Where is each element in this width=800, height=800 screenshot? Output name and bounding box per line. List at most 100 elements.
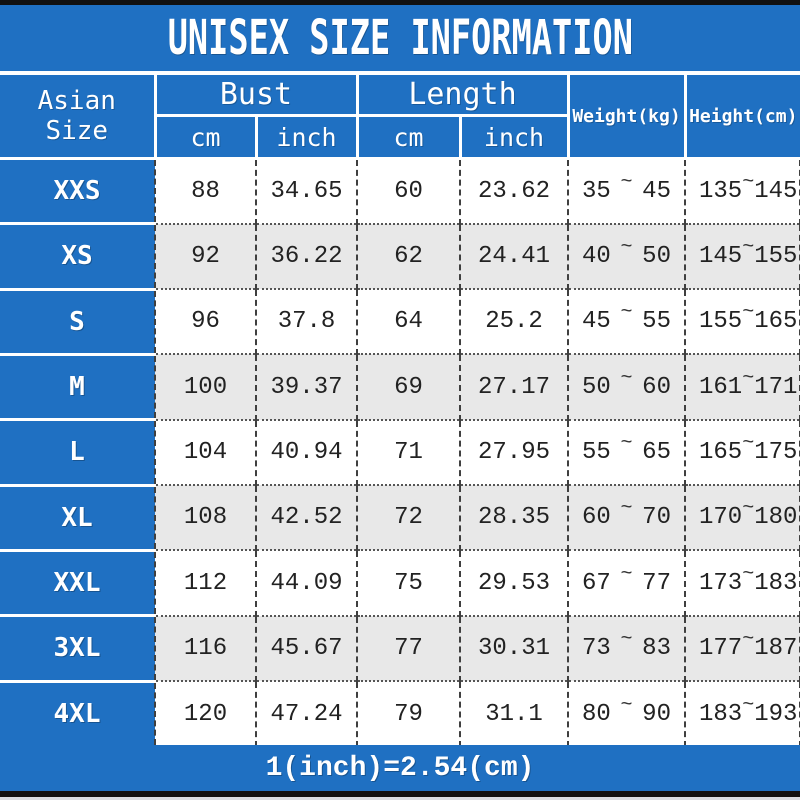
weight-max: 55 — [642, 308, 671, 336]
height-max: 193 — [754, 700, 798, 728]
height-min: 145 — [699, 242, 743, 270]
table-row-xxs: XXS 88 34.65 60 23.62 35 ~45 135 ~145 — [0, 156, 800, 226]
bust-cm-cell: 108 — [154, 484, 256, 551]
height-max: 155 — [754, 242, 798, 270]
tilde-separator: ~ — [742, 497, 755, 521]
height-min: 135 — [699, 177, 743, 205]
bust-inch-cell: 37.8 — [255, 288, 357, 355]
height-range-cell: 155 ~165 — [684, 288, 800, 355]
height-range-cell: 170 ~180 — [684, 484, 800, 551]
weight-min: 67 — [582, 569, 611, 597]
length-cm-cell: 69 — [356, 353, 460, 420]
length-cm-cell: 77 — [356, 614, 460, 682]
tilde-separator: ~ — [742, 366, 755, 390]
table-row-4xl: 4XL 120 47.24 79 31.1 80 ~90 183 ~193 — [0, 679, 800, 749]
weight-min: 80 — [582, 700, 611, 728]
size-cell: 3XL — [0, 614, 155, 683]
table-row-3xl: 3XL 116 45.67 77 30.31 73 ~83 177 ~187 — [0, 614, 800, 683]
title-band: UNISEX SIZE INFORMATION — [0, 5, 800, 71]
height-range-cell: 135 ~145 — [684, 157, 800, 224]
weight-min: 55 — [582, 438, 611, 466]
bust-cm-cell: 120 — [154, 680, 256, 747]
bottom-edge-strip — [0, 797, 800, 800]
table-row-m: M 100 39.37 69 27.17 50 ~60 161 ~171 — [0, 352, 800, 422]
height-min: 183 — [699, 700, 743, 728]
length-inch-cell: 27.17 — [459, 353, 568, 420]
height-range-cell: 183 ~193 — [684, 680, 800, 747]
tilde-separator: ~ — [620, 497, 633, 521]
weight-range-cell: 73 ~83 — [567, 614, 685, 682]
length-inch-cell: 25.2 — [459, 288, 568, 355]
height-max: 180 — [754, 504, 798, 532]
height-min: 155 — [699, 308, 743, 336]
bust-cm-cell: 112 — [154, 549, 256, 616]
tilde-separator: ~ — [620, 235, 633, 259]
header-bust-inch: inch — [254, 115, 359, 160]
table-row-xxl: XXL 112 44.09 75 29.53 67 ~77 173 ~183 — [0, 548, 800, 618]
bust-cm-cell: 104 — [154, 418, 256, 486]
header-length-inch: inch — [458, 115, 568, 160]
bust-inch-cell: 44.09 — [255, 549, 357, 616]
header-unit-row: cm inch cm inch — [0, 115, 800, 160]
weight-range-cell: 67 ~77 — [567, 549, 685, 616]
weight-max: 60 — [642, 373, 671, 401]
length-cm-cell: 75 — [356, 549, 460, 616]
weight-range-cell: 40 ~50 — [567, 222, 685, 290]
tilde-separator: ~ — [742, 235, 755, 259]
header-length-group: Length — [355, 75, 570, 118]
bust-inch-cell: 40.94 — [255, 418, 357, 486]
weight-max: 77 — [642, 569, 671, 597]
tilde-separator: ~ — [742, 301, 755, 325]
height-max: 171 — [754, 373, 798, 401]
bust-inch-cell: 34.65 — [255, 157, 357, 224]
header-asian-size: Asian Size — [0, 75, 157, 160]
header-bust-cm: cm — [155, 115, 258, 160]
tilde-separator: ~ — [742, 562, 755, 586]
bust-inch-cell: 36.22 — [255, 222, 357, 290]
length-cm-cell: 62 — [356, 222, 460, 290]
length-inch-cell: 29.53 — [459, 549, 568, 616]
height-range-cell: 173 ~183 — [684, 549, 800, 616]
weight-min: 60 — [582, 504, 611, 532]
weight-range-cell: 35 ~45 — [567, 157, 685, 224]
weight-min: 50 — [582, 373, 611, 401]
weight-max: 50 — [642, 242, 671, 270]
header-height: Height(cm) — [683, 75, 800, 160]
tilde-separator: ~ — [742, 627, 755, 651]
length-inch-cell: 28.35 — [459, 484, 568, 551]
weight-max: 70 — [642, 504, 671, 532]
header-length-cm: cm — [355, 115, 462, 160]
tilde-separator: ~ — [742, 431, 755, 455]
bust-cm-cell: 96 — [154, 288, 256, 355]
header-weight: Weight(kg) — [566, 75, 687, 160]
top-black-bar — [0, 0, 800, 5]
size-cell: S — [0, 287, 155, 356]
table-row-l: L 104 40.94 71 27.95 55 ~65 165 ~175 — [0, 418, 800, 487]
bust-inch-cell: 39.37 — [255, 353, 357, 420]
footer-band: 1(inch)=2.54(cm) — [0, 745, 800, 791]
weight-range-cell: 50 ~60 — [567, 353, 685, 420]
conversion-note: 1(inch)=2.54(cm) — [265, 752, 535, 784]
table-row-xl: XL 108 42.52 72 28.35 60 ~70 170 ~180 — [0, 483, 800, 552]
bust-cm-cell: 92 — [154, 222, 256, 290]
size-cell: M — [0, 352, 155, 422]
bust-inch-cell: 47.24 — [255, 680, 357, 747]
weight-min: 45 — [582, 308, 611, 336]
weight-range-cell: 80 ~90 — [567, 680, 685, 747]
weight-range-cell: 45 ~55 — [567, 288, 685, 355]
bust-cm-cell: 116 — [154, 614, 256, 682]
size-cell: L — [0, 418, 155, 487]
length-cm-cell: 71 — [356, 418, 460, 486]
tilde-separator: ~ — [620, 431, 633, 455]
bust-inch-cell: 45.67 — [255, 614, 357, 682]
table-row-s: S 96 37.8 64 25.2 45 ~55 155 ~165 — [0, 287, 800, 356]
size-cell: 4XL — [0, 679, 155, 749]
page-title: UNISEX SIZE INFORMATION — [167, 10, 633, 66]
weight-max: 83 — [642, 634, 671, 662]
length-inch-cell: 27.95 — [459, 418, 568, 486]
height-min: 170 — [699, 504, 743, 532]
weight-min: 73 — [582, 634, 611, 662]
tilde-separator: ~ — [620, 693, 633, 717]
weight-max: 45 — [642, 177, 671, 205]
weight-max: 90 — [642, 700, 671, 728]
